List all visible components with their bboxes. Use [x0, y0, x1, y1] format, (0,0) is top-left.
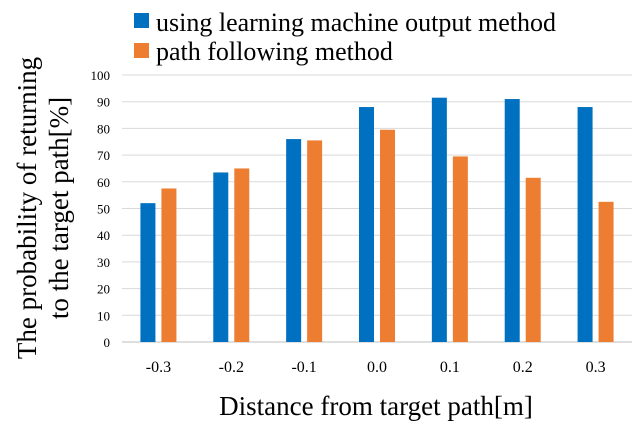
y-tick-label: 40 [97, 228, 110, 243]
y-tick-label: 80 [97, 121, 110, 136]
bar-series-1 [431, 97, 447, 342]
legend-item-series-1: using learning machine output method [134, 8, 556, 37]
x-tick-label: -0.2 [219, 359, 244, 376]
bars [140, 97, 614, 342]
y-tick-label: 100 [91, 68, 111, 83]
x-axis-label: Distance from target path[m] [219, 391, 533, 421]
y-axis-label-line-1: The probability of returning [12, 57, 42, 359]
y-tick-label: 60 [97, 175, 110, 190]
y-tick-label: 50 [97, 202, 110, 217]
bar-series-2 [234, 168, 250, 342]
y-tick-labels: 0 10 20 30 40 50 60 70 80 90 100 [91, 68, 111, 350]
legend-label-series-2: path following method [156, 37, 393, 66]
bar-series-1 [140, 203, 156, 342]
y-tick-label: 20 [97, 282, 110, 297]
bar-series-1 [359, 107, 374, 342]
legend-swatch-series-1 [134, 13, 149, 28]
x-tick-label: 0.1 [440, 359, 460, 376]
legend-item-series-2: path following method [134, 37, 393, 66]
x-tick-label: 0.0 [367, 359, 387, 376]
legend-swatch-series-2 [134, 43, 149, 58]
x-tick-label: -0.1 [291, 359, 316, 376]
bar-series-1 [213, 172, 229, 342]
x-tick-label: 0.3 [586, 359, 606, 376]
x-tick-label: -0.3 [146, 359, 171, 376]
legend: using learning machine output method pat… [134, 8, 556, 66]
bar-series-2 [452, 156, 468, 342]
bar-series-1 [286, 139, 302, 342]
y-tick-label: 10 [97, 308, 110, 323]
gridlines [122, 74, 632, 343]
bar-series-2 [598, 201, 614, 342]
y-tick-label: 70 [97, 148, 110, 163]
x-tick-labels: -0.3 -0.2 -0.1 0.0 0.1 0.2 0.3 [146, 359, 606, 376]
y-tick-label: 0 [104, 335, 111, 350]
y-tick-label: 30 [97, 255, 110, 270]
bar-series-2 [380, 129, 395, 342]
bar-series-2 [307, 140, 323, 342]
bar-series-2 [161, 188, 177, 342]
legend-label-series-1: using learning machine output method [156, 8, 556, 37]
bar-series-2 [525, 177, 541, 342]
x-tick-label: 0.2 [513, 359, 533, 376]
y-tick-label: 90 [97, 95, 110, 110]
bar-series-1 [504, 99, 520, 342]
bar-series-1 [577, 107, 593, 342]
y-axis-label-line-2: to the target path[%] [44, 97, 74, 319]
